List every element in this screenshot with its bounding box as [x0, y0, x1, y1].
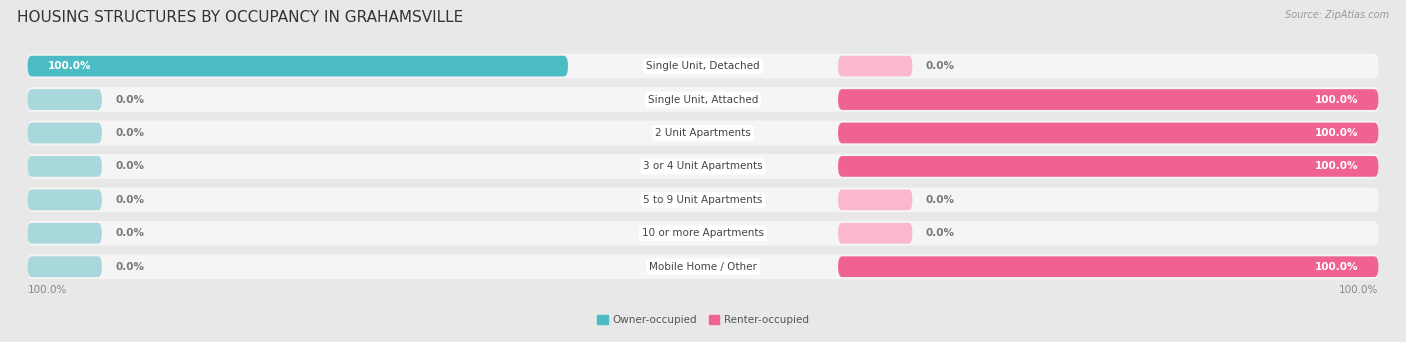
Text: Single Unit, Attached: Single Unit, Attached — [648, 94, 758, 105]
FancyBboxPatch shape — [28, 123, 101, 143]
Text: 100.0%: 100.0% — [1315, 161, 1358, 171]
Text: Single Unit, Detached: Single Unit, Detached — [647, 61, 759, 71]
Text: 10 or more Apartments: 10 or more Apartments — [643, 228, 763, 238]
FancyBboxPatch shape — [838, 256, 1378, 277]
Text: 0.0%: 0.0% — [927, 228, 955, 238]
Text: 0.0%: 0.0% — [115, 195, 145, 205]
Text: 0.0%: 0.0% — [115, 161, 145, 171]
FancyBboxPatch shape — [28, 156, 101, 177]
Text: 5 to 9 Unit Apartments: 5 to 9 Unit Apartments — [644, 195, 762, 205]
FancyBboxPatch shape — [28, 221, 1378, 246]
FancyBboxPatch shape — [28, 121, 1378, 145]
Text: Mobile Home / Other: Mobile Home / Other — [650, 262, 756, 272]
FancyBboxPatch shape — [28, 154, 1378, 179]
Text: 100.0%: 100.0% — [48, 61, 91, 71]
Text: Source: ZipAtlas.com: Source: ZipAtlas.com — [1285, 10, 1389, 20]
FancyBboxPatch shape — [28, 256, 101, 277]
Text: 100.0%: 100.0% — [1339, 285, 1378, 295]
Text: 100.0%: 100.0% — [28, 285, 67, 295]
Text: 0.0%: 0.0% — [115, 128, 145, 138]
FancyBboxPatch shape — [28, 223, 101, 244]
Text: 100.0%: 100.0% — [1315, 128, 1358, 138]
Text: 3 or 4 Unit Apartments: 3 or 4 Unit Apartments — [643, 161, 763, 171]
FancyBboxPatch shape — [28, 54, 1378, 78]
FancyBboxPatch shape — [28, 56, 568, 77]
Text: 2 Unit Apartments: 2 Unit Apartments — [655, 128, 751, 138]
Text: 0.0%: 0.0% — [115, 262, 145, 272]
FancyBboxPatch shape — [28, 89, 101, 110]
Legend: Owner-occupied, Renter-occupied: Owner-occupied, Renter-occupied — [593, 311, 813, 329]
FancyBboxPatch shape — [838, 123, 1378, 143]
FancyBboxPatch shape — [28, 189, 101, 210]
FancyBboxPatch shape — [838, 89, 1378, 110]
FancyBboxPatch shape — [838, 189, 912, 210]
Text: 0.0%: 0.0% — [927, 195, 955, 205]
FancyBboxPatch shape — [28, 87, 1378, 112]
FancyBboxPatch shape — [838, 223, 912, 244]
FancyBboxPatch shape — [838, 156, 1378, 177]
Text: 100.0%: 100.0% — [1315, 94, 1358, 105]
Text: 0.0%: 0.0% — [927, 61, 955, 71]
Text: HOUSING STRUCTURES BY OCCUPANCY IN GRAHAMSVILLE: HOUSING STRUCTURES BY OCCUPANCY IN GRAHA… — [17, 10, 463, 25]
Text: 0.0%: 0.0% — [115, 94, 145, 105]
FancyBboxPatch shape — [838, 56, 912, 77]
Text: 0.0%: 0.0% — [115, 228, 145, 238]
Text: 100.0%: 100.0% — [1315, 262, 1358, 272]
FancyBboxPatch shape — [28, 254, 1378, 279]
FancyBboxPatch shape — [28, 187, 1378, 212]
